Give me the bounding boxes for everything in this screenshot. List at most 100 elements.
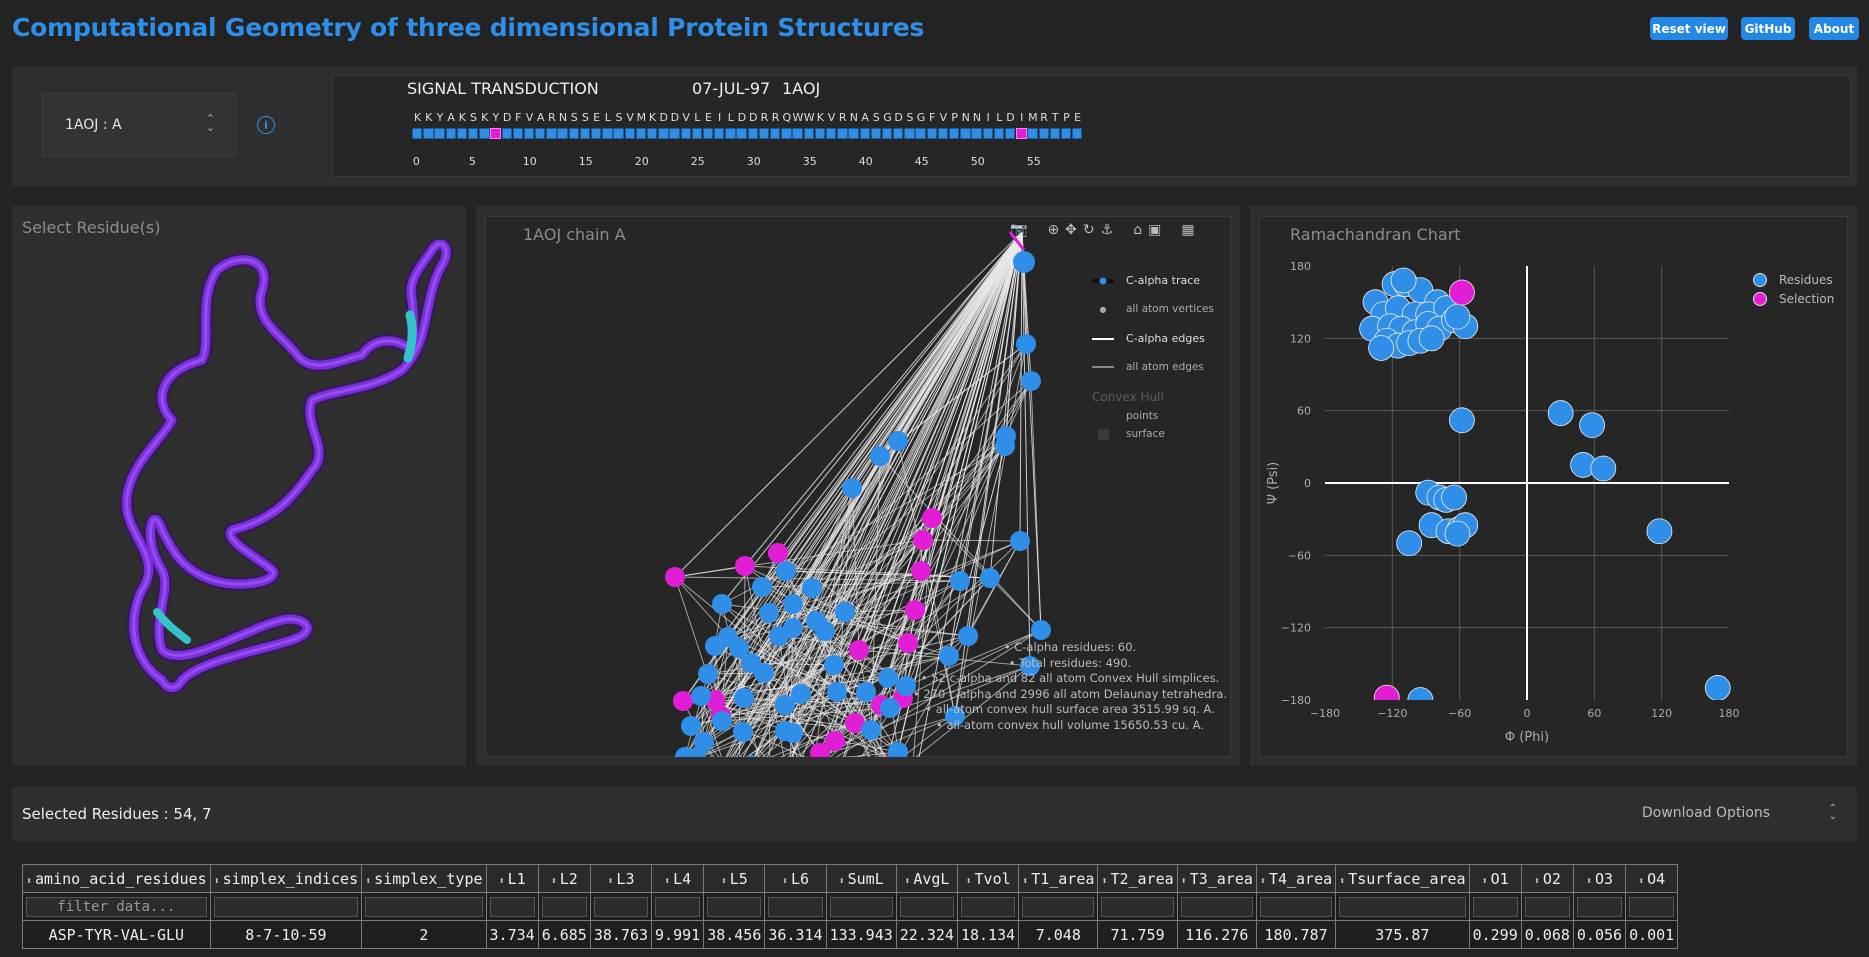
calpha-point-selected[interactable] (898, 633, 918, 653)
sequence-cell[interactable] (523, 128, 535, 139)
calpha-point-selected[interactable] (665, 567, 685, 587)
calpha-point-selected[interactable] (913, 530, 933, 550)
legend-points[interactable]: points (1092, 410, 1158, 422)
sequence-cell[interactable] (870, 128, 882, 139)
residue-point[interactable] (1390, 267, 1417, 294)
legend-calpha-edges[interactable]: C-alpha edges (1092, 332, 1205, 345)
column-header[interactable]: ⬍ SumL (825, 864, 897, 893)
table-cell[interactable]: 71.759 (1097, 920, 1178, 949)
calpha-point[interactable] (694, 732, 714, 752)
pan-icon[interactable]: ✥ (1065, 222, 1077, 238)
sequence-cell[interactable] (725, 128, 736, 139)
calpha-point[interactable] (870, 446, 890, 466)
sequence-cell[interactable] (579, 128, 591, 139)
table-cell[interactable]: 180.787 (1255, 920, 1337, 949)
calpha-point[interactable] (698, 664, 718, 684)
sort-icon[interactable]: ⬍ (1180, 875, 1187, 887)
sequence-cell[interactable] (680, 128, 691, 139)
sort-icon[interactable]: ⬍ (1339, 875, 1346, 887)
table-cell[interactable]: ASP-TYR-VAL-GLU (22, 920, 211, 949)
sort-icon[interactable]: ⬍ (838, 875, 845, 887)
sort-icon[interactable]: ⬍ (664, 875, 671, 887)
sequence-cell[interactable] (1027, 128, 1038, 139)
filter-input[interactable] (593, 896, 649, 917)
residue-point[interactable] (1449, 407, 1475, 434)
sequence-cell[interactable] (546, 128, 557, 139)
column-header[interactable]: ⬍ O2 (1520, 864, 1574, 893)
calpha-point[interactable] (712, 711, 732, 731)
sequence-cell[interactable] (859, 128, 870, 139)
filter-input[interactable] (1339, 896, 1466, 917)
sequence-cell[interactable] (512, 128, 524, 139)
home-icon[interactable]: ⌂ (1133, 222, 1143, 238)
filter-input[interactable] (541, 896, 587, 917)
table-cell[interactable]: 0.068 (1520, 920, 1574, 949)
column-header[interactable]: ⬍ O4 (1625, 864, 1679, 893)
calpha-point[interactable] (733, 722, 753, 742)
calpha-point[interactable] (958, 626, 978, 646)
residue-point[interactable] (1441, 484, 1467, 511)
column-header[interactable]: ⬍ T4_area (1255, 864, 1337, 893)
calpha-point-selected[interactable] (768, 543, 788, 563)
sequence-cell[interactable] (456, 128, 468, 139)
calpha-point[interactable] (995, 436, 1015, 456)
residue-point[interactable] (1444, 520, 1471, 547)
sequence-cell[interactable] (412, 128, 423, 139)
column-header[interactable]: ⬍ L5 (703, 864, 766, 893)
sequence-cell[interactable] (949, 128, 960, 139)
sequence-cell[interactable] (702, 128, 714, 139)
zoom-icon[interactable]: ⊕ (1047, 222, 1060, 238)
calpha-point[interactable] (802, 578, 822, 598)
calpha-point-selected[interactable] (849, 640, 869, 660)
calpha-point[interactable] (806, 611, 826, 631)
column-header[interactable]: ⬍ amino_acid_residues (22, 864, 211, 893)
residue-point[interactable] (1646, 518, 1673, 545)
calpha-point[interactable] (783, 594, 803, 614)
ramachandran-chart[interactable]: −180 −120 −60 0 60 120 180 180 120 60 0 −60 −120 −180… (1259, 216, 1848, 757)
column-header[interactable]: ⬍ L1 (485, 864, 539, 893)
table-cell[interactable]: 8-7-10-59 (209, 920, 363, 949)
filter-input[interactable] (768, 896, 823, 917)
column-header[interactable]: ⬍ O1 (1468, 864, 1522, 893)
table-cell[interactable]: 36.314 (764, 920, 827, 949)
calpha-point-selected[interactable] (673, 691, 693, 711)
sort-icon[interactable]: ⬍ (498, 875, 505, 887)
sort-icon[interactable]: ⬍ (1101, 875, 1108, 887)
sequence-cell[interactable] (837, 128, 848, 139)
table-cell[interactable]: 133.943 (825, 920, 897, 949)
sequence-cell[interactable] (691, 128, 703, 139)
filter-input[interactable] (960, 896, 1016, 917)
column-header[interactable]: ⬍ L2 (537, 864, 591, 893)
sort-icon[interactable]: ⬍ (1533, 875, 1540, 887)
calpha-point-selected[interactable] (825, 731, 845, 751)
filter-input[interactable] (1629, 896, 1675, 917)
calpha-point[interactable] (729, 638, 749, 658)
sequence-cell[interactable] (635, 128, 647, 139)
legend-surface[interactable]: surface (1092, 428, 1165, 440)
calpha-point[interactable] (878, 668, 898, 688)
column-header[interactable]: ⬍ L6 (764, 864, 827, 893)
table-cell[interactable]: 0.299 (1468, 920, 1522, 949)
sequence-cell[interactable] (937, 128, 949, 139)
legend-all-atom-edges[interactable]: all atom edges (1092, 361, 1204, 373)
sort-icon[interactable]: ⬍ (213, 875, 220, 887)
column-header[interactable]: ⬍ T2_area (1097, 864, 1178, 893)
legend-calpha-trace[interactable]: C-alpha trace (1092, 274, 1200, 287)
calpha-point[interactable] (939, 646, 959, 666)
table-cell[interactable]: 116.276 (1176, 920, 1257, 949)
calpha-point[interactable] (888, 742, 908, 757)
calpha-point[interactable] (856, 682, 876, 702)
table-cell[interactable]: 2 (361, 920, 487, 949)
sequence-cell[interactable] (1016, 128, 1027, 139)
calpha-point-selected[interactable] (845, 713, 865, 733)
column-header[interactable]: ⬍ Tvol (956, 864, 1020, 893)
plotly-logo-icon[interactable]: ▦ (1181, 222, 1195, 238)
residue-point[interactable] (1407, 687, 1434, 713)
sequence-cell[interactable] (467, 128, 479, 139)
calpha-point[interactable] (741, 755, 761, 757)
table-cell[interactable]: 7.048 (1018, 920, 1099, 949)
calpha-point[interactable] (1016, 334, 1036, 354)
table-cell[interactable]: 0.056 (1572, 920, 1627, 949)
residue-point[interactable] (1368, 335, 1395, 361)
column-header[interactable]: ⬍ Tsurface_area (1335, 864, 1470, 893)
